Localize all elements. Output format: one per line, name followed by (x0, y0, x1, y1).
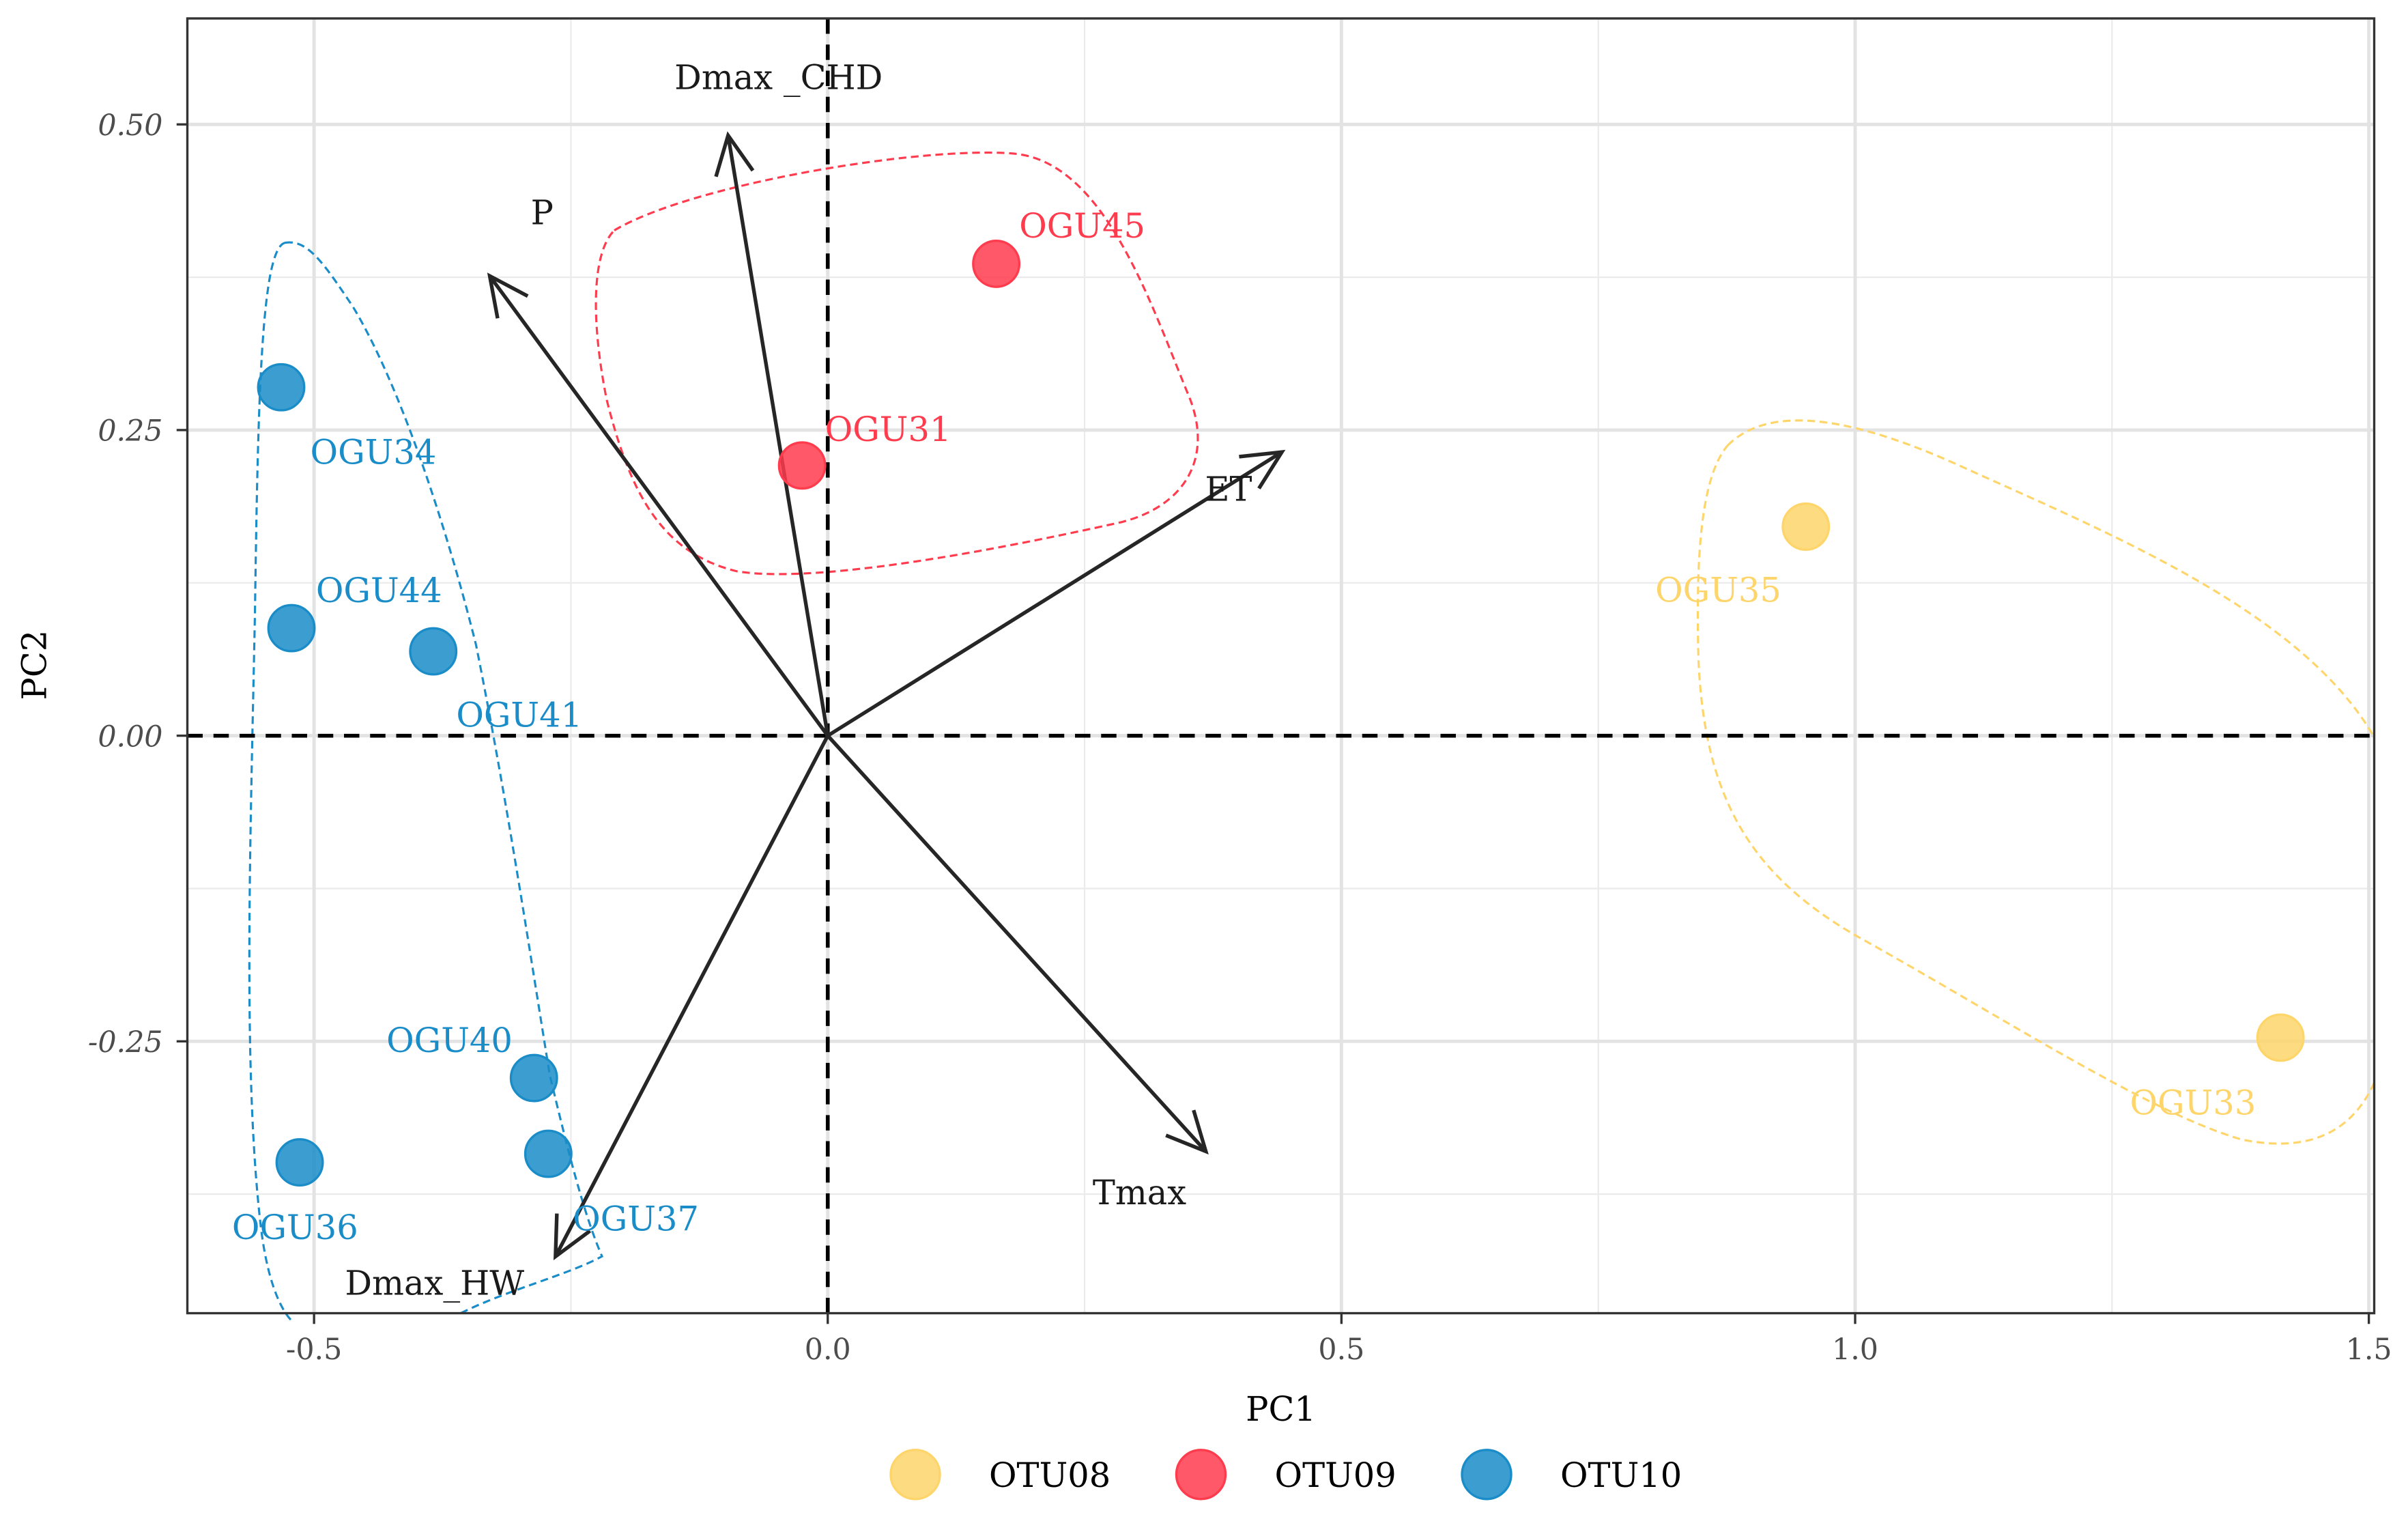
point-label: OGU41 (456, 695, 582, 735)
arrowhead (553, 1213, 592, 1261)
point-ogu34 (257, 363, 306, 412)
legend: OTU08 OTU09 OTU10 (889, 1449, 1682, 1501)
loading-arrow-0 (726, 134, 830, 737)
legend-label: OTU08 (989, 1456, 1110, 1495)
point-label: OGU45 (1019, 206, 1145, 246)
point-label: OGU37 (573, 1199, 699, 1239)
point-ogu44 (267, 604, 316, 653)
y-tick-label: -0.25 (88, 1025, 163, 1060)
point-label: OGU35 (1655, 571, 1781, 610)
group-hulls (248, 151, 2375, 1322)
loading-arrow-1 (488, 274, 829, 737)
legend-label: OTU09 (1275, 1456, 1396, 1495)
point-label: OGU40 (386, 1021, 513, 1060)
x-tick-label: 0.0 (805, 1333, 851, 1367)
arrowhead (714, 131, 755, 178)
point-label: OGU34 (311, 433, 437, 472)
legend-label: OTU10 (1560, 1456, 1682, 1495)
point-label: OGU44 (316, 571, 442, 610)
arrowhead (487, 272, 529, 319)
legend-key-otu08 (889, 1449, 941, 1501)
x-tick-label: 0.5 (1318, 1333, 1364, 1367)
arrowhead (1165, 1109, 1209, 1155)
y-axis-label: PC2 (14, 630, 54, 700)
point-ogu37 (524, 1129, 573, 1178)
x-axis-label: PC1 (1246, 1389, 1316, 1429)
point-label: OGU36 (232, 1208, 358, 1247)
axes: -0.5 0.0 0.5 1.0 1.5 0.50 0.25 0.00 -0.25 (88, 109, 2392, 1367)
point-ogu33 (2256, 1013, 2305, 1062)
point-label: OGU31 (825, 410, 951, 449)
point-ogu36 (275, 1138, 324, 1187)
loading-arrow-4 (554, 735, 830, 1258)
hull-otu09 (594, 151, 1199, 576)
loading-label: ET (1205, 469, 1252, 509)
legend-key-otu10 (1461, 1449, 1513, 1501)
sample-points: OGU34 OGU44 OGU41 OGU40 OGU37 OGU36 OGU31 OGU45… (232, 206, 2305, 1247)
loading-label: Dmax_HW (345, 1264, 524, 1303)
arrowhead (1239, 449, 1286, 489)
x-tick-label: 1.5 (2346, 1333, 2392, 1367)
point-label: OGU33 (2130, 1083, 2256, 1122)
point-ogu31 (777, 441, 827, 490)
legend-key-otu09 (1175, 1449, 1227, 1501)
point-ogu45 (972, 239, 1021, 288)
point-ogu35 (1781, 502, 1831, 551)
grid-lines (187, 18, 2375, 1314)
loading-label: P (531, 193, 554, 232)
plot-background (187, 18, 2375, 1314)
y-tick-label: 0.25 (98, 414, 162, 449)
loading-arrow-3 (826, 734, 1207, 1153)
point-ogu41 (409, 627, 458, 676)
loading-arrows: Dmax _CHD P ET Tmax Dmax_HW (345, 57, 1286, 1303)
x-tick-label: -0.5 (286, 1333, 342, 1367)
point-ogu40 (509, 1053, 558, 1103)
x-tick-label: 1.0 (1832, 1333, 1878, 1367)
y-tick-label: 0.50 (98, 109, 162, 143)
hull-otu10 (248, 241, 604, 1322)
y-tick-label: 0.00 (98, 720, 162, 754)
loading-label: Dmax _CHD (674, 57, 883, 97)
loading-arrow-2 (827, 450, 1283, 737)
hull-otu08 (1696, 419, 2375, 1145)
plot-border (186, 17, 2376, 1315)
loading-label: Tmax (1093, 1173, 1186, 1212)
